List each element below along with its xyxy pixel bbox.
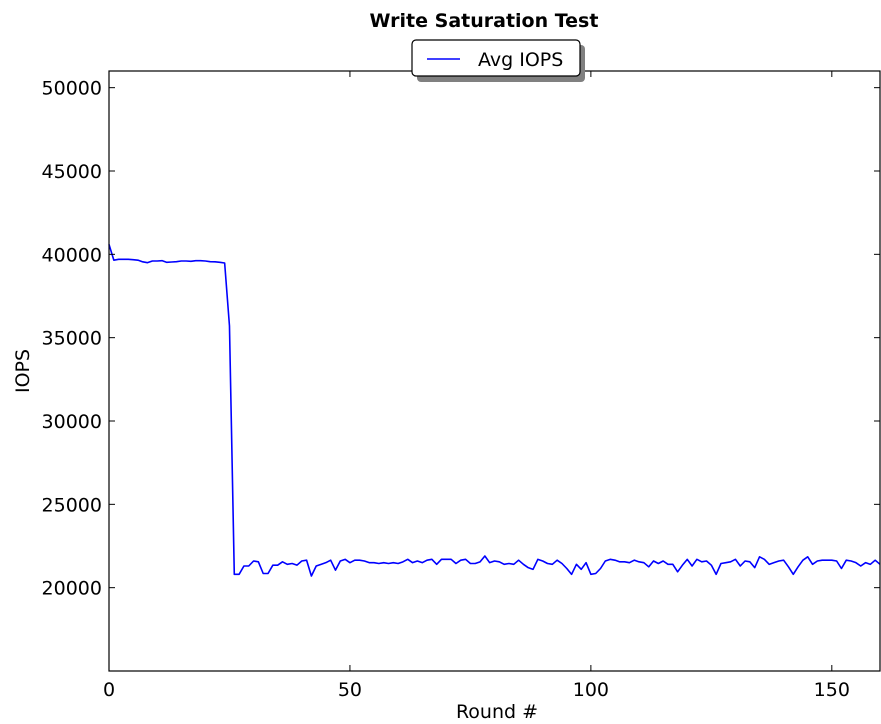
legend: Avg IOPS [411,39,585,82]
y-tick-label: 25000 [42,494,102,516]
series-line-avg-iops [108,244,881,577]
x-tick-label: 0 [103,679,115,701]
x-axis: 0 50 100 150 [103,71,850,701]
legend-label: Avg IOPS [478,49,563,71]
y-tick-label: 35000 [42,328,102,350]
y-axis-label: IOPS [12,349,34,393]
x-axis-label: Round # [456,701,538,723]
x-tick-label: 50 [338,679,362,701]
y-tick-label: 50000 [42,78,102,100]
y-axis: 20000 25000 30000 35000 40000 45000 50000 [42,78,880,600]
chart-title: Write Saturation Test [370,10,599,32]
plot-frame [108,70,881,672]
legend-box [411,39,581,77]
x-tick-label: 100 [573,679,609,701]
x-tick-label: 150 [814,679,850,701]
y-tick-label: 20000 [42,578,102,600]
plot-area [108,244,881,577]
y-tick-label: 30000 [42,411,102,433]
y-tick-label: 40000 [42,244,102,266]
y-tick-label: 45000 [42,161,102,183]
